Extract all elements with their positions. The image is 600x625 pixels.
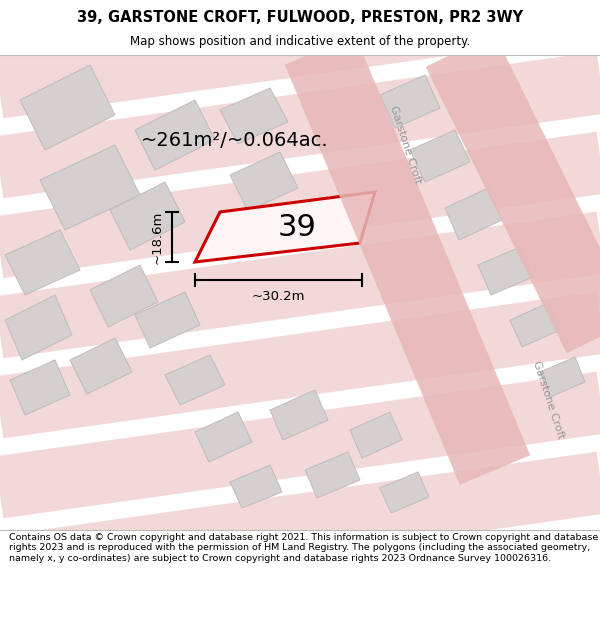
Text: Garstone Croft: Garstone Croft [388,105,422,185]
Text: ~18.6m: ~18.6m [151,210,164,264]
Text: Contains OS data © Crown copyright and database right 2021. This information is : Contains OS data © Crown copyright and d… [9,533,598,562]
Text: Garstone Croft: Garstone Croft [530,360,565,440]
Polygon shape [5,230,80,295]
Text: 39: 39 [278,213,317,242]
Polygon shape [305,452,360,498]
Polygon shape [195,412,252,462]
Polygon shape [230,152,298,211]
Text: ~261m²/~0.064ac.: ~261m²/~0.064ac. [141,131,329,149]
Text: ~30.2m: ~30.2m [252,290,305,303]
Polygon shape [380,75,440,128]
Polygon shape [90,265,158,327]
Text: 39, GARSTONE CROFT, FULWOOD, PRESTON, PR2 3WY: 39, GARSTONE CROFT, FULWOOD, PRESTON, PR… [77,10,523,25]
Polygon shape [70,338,132,394]
Polygon shape [135,100,215,170]
Polygon shape [478,247,533,295]
Polygon shape [135,292,200,348]
Polygon shape [445,188,502,240]
Polygon shape [165,355,225,405]
Text: Map shows position and indicative extent of the property.: Map shows position and indicative extent… [130,35,470,48]
Polygon shape [380,472,429,513]
Polygon shape [410,130,470,182]
Polygon shape [10,360,70,415]
Polygon shape [510,303,560,347]
Polygon shape [270,390,328,440]
Polygon shape [110,182,185,250]
Polygon shape [195,192,375,262]
Polygon shape [5,295,72,360]
Polygon shape [220,88,288,144]
Polygon shape [40,145,140,230]
Polygon shape [230,465,282,508]
Polygon shape [350,412,402,458]
Polygon shape [20,65,115,150]
Polygon shape [540,357,585,397]
